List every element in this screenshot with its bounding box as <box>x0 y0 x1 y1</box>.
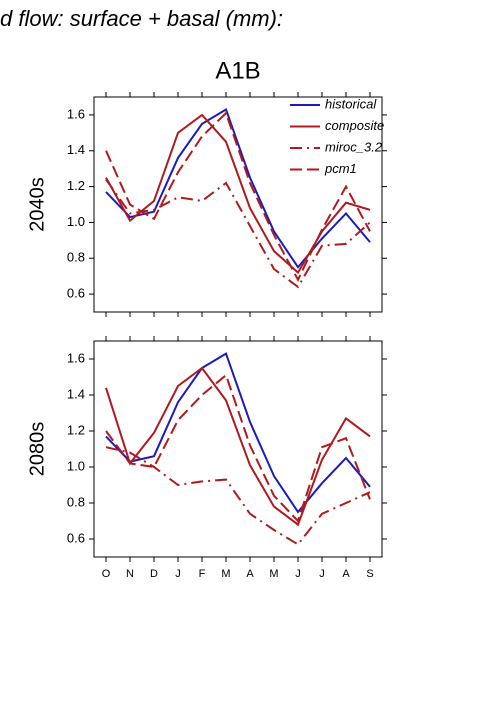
plot-frame <box>93 340 383 558</box>
y-tick-label: 1.2 <box>67 422 85 437</box>
chart-subtitle: A1B <box>215 57 260 84</box>
legend-label: historical <box>325 96 377 111</box>
series-line <box>105 111 371 282</box>
y-tick-label: 0.8 <box>67 494 85 509</box>
x-tick-label: O <box>102 568 111 580</box>
x-tick-label: M <box>221 568 230 580</box>
x-tick-label: S <box>366 568 373 580</box>
y-tick-label: 0.6 <box>67 286 85 301</box>
y-tick-label: 0.8 <box>67 250 85 265</box>
x-tick-label: A <box>246 568 254 580</box>
y-axis-label: 2040s <box>26 177 48 232</box>
x-tick-label: J <box>319 568 325 580</box>
x-tick-label: J <box>175 568 181 580</box>
series-line <box>105 352 371 514</box>
chart-title: d flow: surface + basal (mm): <box>0 6 283 31</box>
y-tick-label: 1.6 <box>67 106 85 121</box>
y-tick-label: 1.4 <box>67 142 85 157</box>
series-line <box>105 113 371 275</box>
y-tick-label: 1.0 <box>67 214 85 229</box>
x-tick-label: A <box>342 568 350 580</box>
series-line <box>105 178 371 289</box>
x-tick-label: N <box>126 568 134 580</box>
legend-label: pcm1 <box>324 161 357 176</box>
y-tick-label: 1.0 <box>67 458 85 473</box>
series-line <box>105 108 371 269</box>
y-tick-label: 1.2 <box>67 178 85 193</box>
y-tick-label: 0.6 <box>67 530 85 545</box>
x-tick-label: M <box>269 568 278 580</box>
series-line <box>105 366 371 527</box>
legend-label: composite <box>325 118 384 133</box>
y-tick-label: 1.6 <box>67 350 85 365</box>
series-line <box>105 446 371 546</box>
series-line <box>105 373 371 523</box>
x-tick-label: D <box>150 568 158 580</box>
y-axis-label: 2080s <box>26 422 48 477</box>
plot-frame <box>93 96 383 313</box>
legend-label: miroc_3.2 <box>325 139 383 154</box>
y-tick-label: 1.4 <box>67 386 85 401</box>
x-tick-label: F <box>199 568 206 580</box>
x-tick-label: J <box>295 568 301 580</box>
